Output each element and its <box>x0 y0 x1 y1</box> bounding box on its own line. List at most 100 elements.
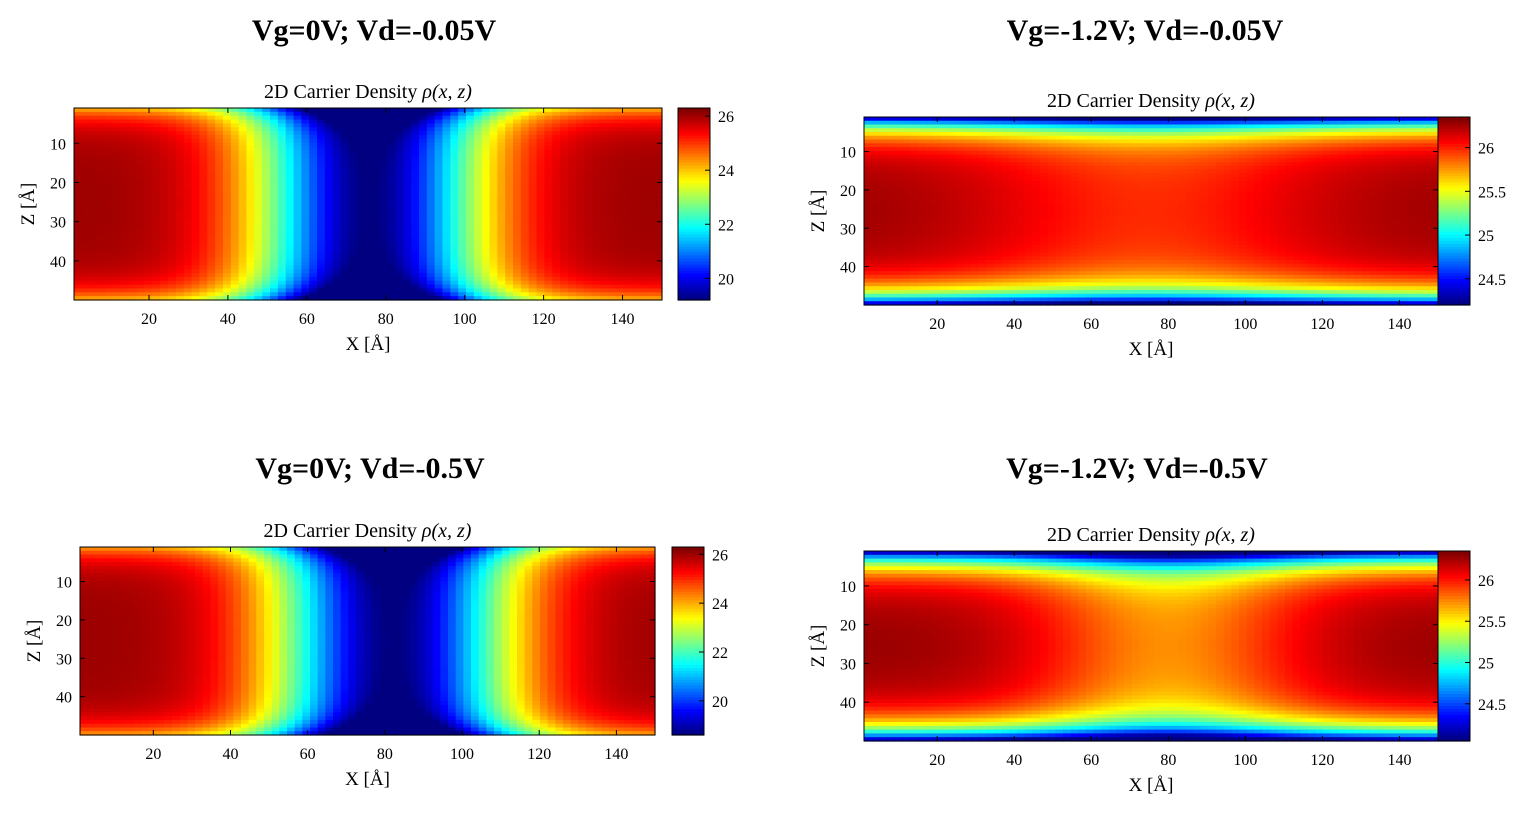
heatmap-cell <box>1423 151 1431 155</box>
heatmap-cell <box>505 158 513 162</box>
heatmap-cell <box>129 185 137 189</box>
heatmap-cell <box>986 155 994 159</box>
heatmap-cell <box>301 223 309 227</box>
heatmap-cell <box>160 185 168 189</box>
heatmap-cell <box>631 246 639 250</box>
heatmap-cell <box>90 112 98 116</box>
heatmap-cell <box>1316 128 1324 132</box>
heatmap-cell <box>1331 158 1339 162</box>
heatmap-cell <box>348 288 356 292</box>
heatmap-cell <box>192 250 200 254</box>
heatmap-cell <box>1193 132 1201 136</box>
heatmap-cell <box>419 173 427 177</box>
heatmap-cell <box>623 281 631 285</box>
heatmap-cell <box>529 254 537 258</box>
heatmap-cell <box>215 158 223 162</box>
heatmap-cell <box>411 139 419 143</box>
heatmap-cell <box>1071 143 1079 147</box>
heatmap-cell <box>1201 128 1209 132</box>
heatmap-cell <box>1377 136 1385 140</box>
heatmap-cell <box>309 235 317 239</box>
heatmap-cell <box>1055 147 1063 151</box>
heatmap-cell <box>105 150 113 154</box>
heatmap-cell <box>341 265 349 269</box>
heatmap-cell <box>74 273 82 277</box>
heatmap-cell <box>1063 132 1071 136</box>
heatmap-cell <box>631 231 639 235</box>
heatmap-cell <box>529 208 537 212</box>
heatmap-cell <box>98 154 106 158</box>
heatmap-cell <box>458 265 466 269</box>
heatmap-cell <box>348 258 356 262</box>
heatmap-cell <box>215 112 223 116</box>
heatmap-cell <box>372 177 380 181</box>
heatmap-cell <box>466 189 474 193</box>
heatmap-cell <box>270 150 278 154</box>
heatmap-cell <box>529 277 537 281</box>
heatmap-cell <box>427 254 435 258</box>
heatmap-cell <box>239 219 247 223</box>
heatmap-cell <box>395 212 403 216</box>
heatmap-cell <box>654 181 662 185</box>
heatmap-cell <box>121 135 129 139</box>
heatmap-cell <box>442 185 450 189</box>
heatmap-cell <box>631 139 639 143</box>
heatmap-cell <box>638 216 646 220</box>
heatmap-cell <box>435 219 443 223</box>
heatmap-cell <box>98 162 106 166</box>
heatmap-cell <box>372 108 380 112</box>
heatmap-cell <box>254 185 262 189</box>
heatmap-cell <box>364 177 372 181</box>
heatmap-cell <box>145 204 153 208</box>
heatmap-cell <box>1201 155 1209 159</box>
heatmap-cell <box>1071 128 1079 132</box>
heatmap-cell <box>160 269 168 273</box>
heatmap-cell <box>971 136 979 140</box>
heatmap-cell <box>192 127 200 131</box>
heatmap-cell <box>1407 121 1415 125</box>
heatmap-cell <box>419 285 427 289</box>
heatmap-cell <box>309 250 317 254</box>
heatmap-cell <box>910 166 918 170</box>
heatmap-cell <box>90 146 98 150</box>
heatmap-cell <box>215 254 223 258</box>
heatmap-cell <box>994 125 1002 129</box>
heatmap-cell <box>348 185 356 189</box>
heatmap-cell <box>286 112 294 116</box>
heatmap-cell <box>466 169 474 173</box>
heatmap-cell <box>1430 147 1438 151</box>
heatmap-cell <box>262 185 270 189</box>
heatmap-cell <box>615 277 623 281</box>
heatmap-cell <box>1354 151 1362 155</box>
heatmap-cell <box>442 242 450 246</box>
heatmap-cell <box>1423 125 1431 129</box>
heatmap-cell <box>1316 125 1324 129</box>
heatmap-cell <box>599 135 607 139</box>
heatmap-cell <box>638 112 646 116</box>
heatmap-cell <box>1400 140 1408 144</box>
heatmap-cell <box>356 288 364 292</box>
heatmap-cell <box>223 227 231 231</box>
heatmap-cell <box>1208 140 1216 144</box>
heatmap-cell <box>918 155 926 159</box>
heatmap-cell <box>513 212 521 216</box>
heatmap-cell <box>529 116 537 120</box>
heatmap-cell <box>278 212 286 216</box>
heatmap-cell <box>388 208 396 212</box>
heatmap-cell <box>1423 140 1431 144</box>
heatmap-cell <box>458 189 466 193</box>
heatmap-cell <box>1216 136 1224 140</box>
heatmap-cell <box>1162 128 1170 132</box>
heatmap-cell <box>270 200 278 204</box>
heatmap-cell <box>309 265 317 269</box>
heatmap-cell <box>1323 147 1331 151</box>
heatmap-cell <box>1216 147 1224 151</box>
heatmap-cell <box>403 123 411 127</box>
heatmap-cell <box>941 155 949 159</box>
heatmap-cell <box>192 231 200 235</box>
heatmap-cell <box>137 216 145 220</box>
heatmap-cell <box>317 239 325 243</box>
heatmap-cell <box>207 120 215 124</box>
heatmap-cell <box>872 170 880 174</box>
heatmap-cell <box>129 162 137 166</box>
